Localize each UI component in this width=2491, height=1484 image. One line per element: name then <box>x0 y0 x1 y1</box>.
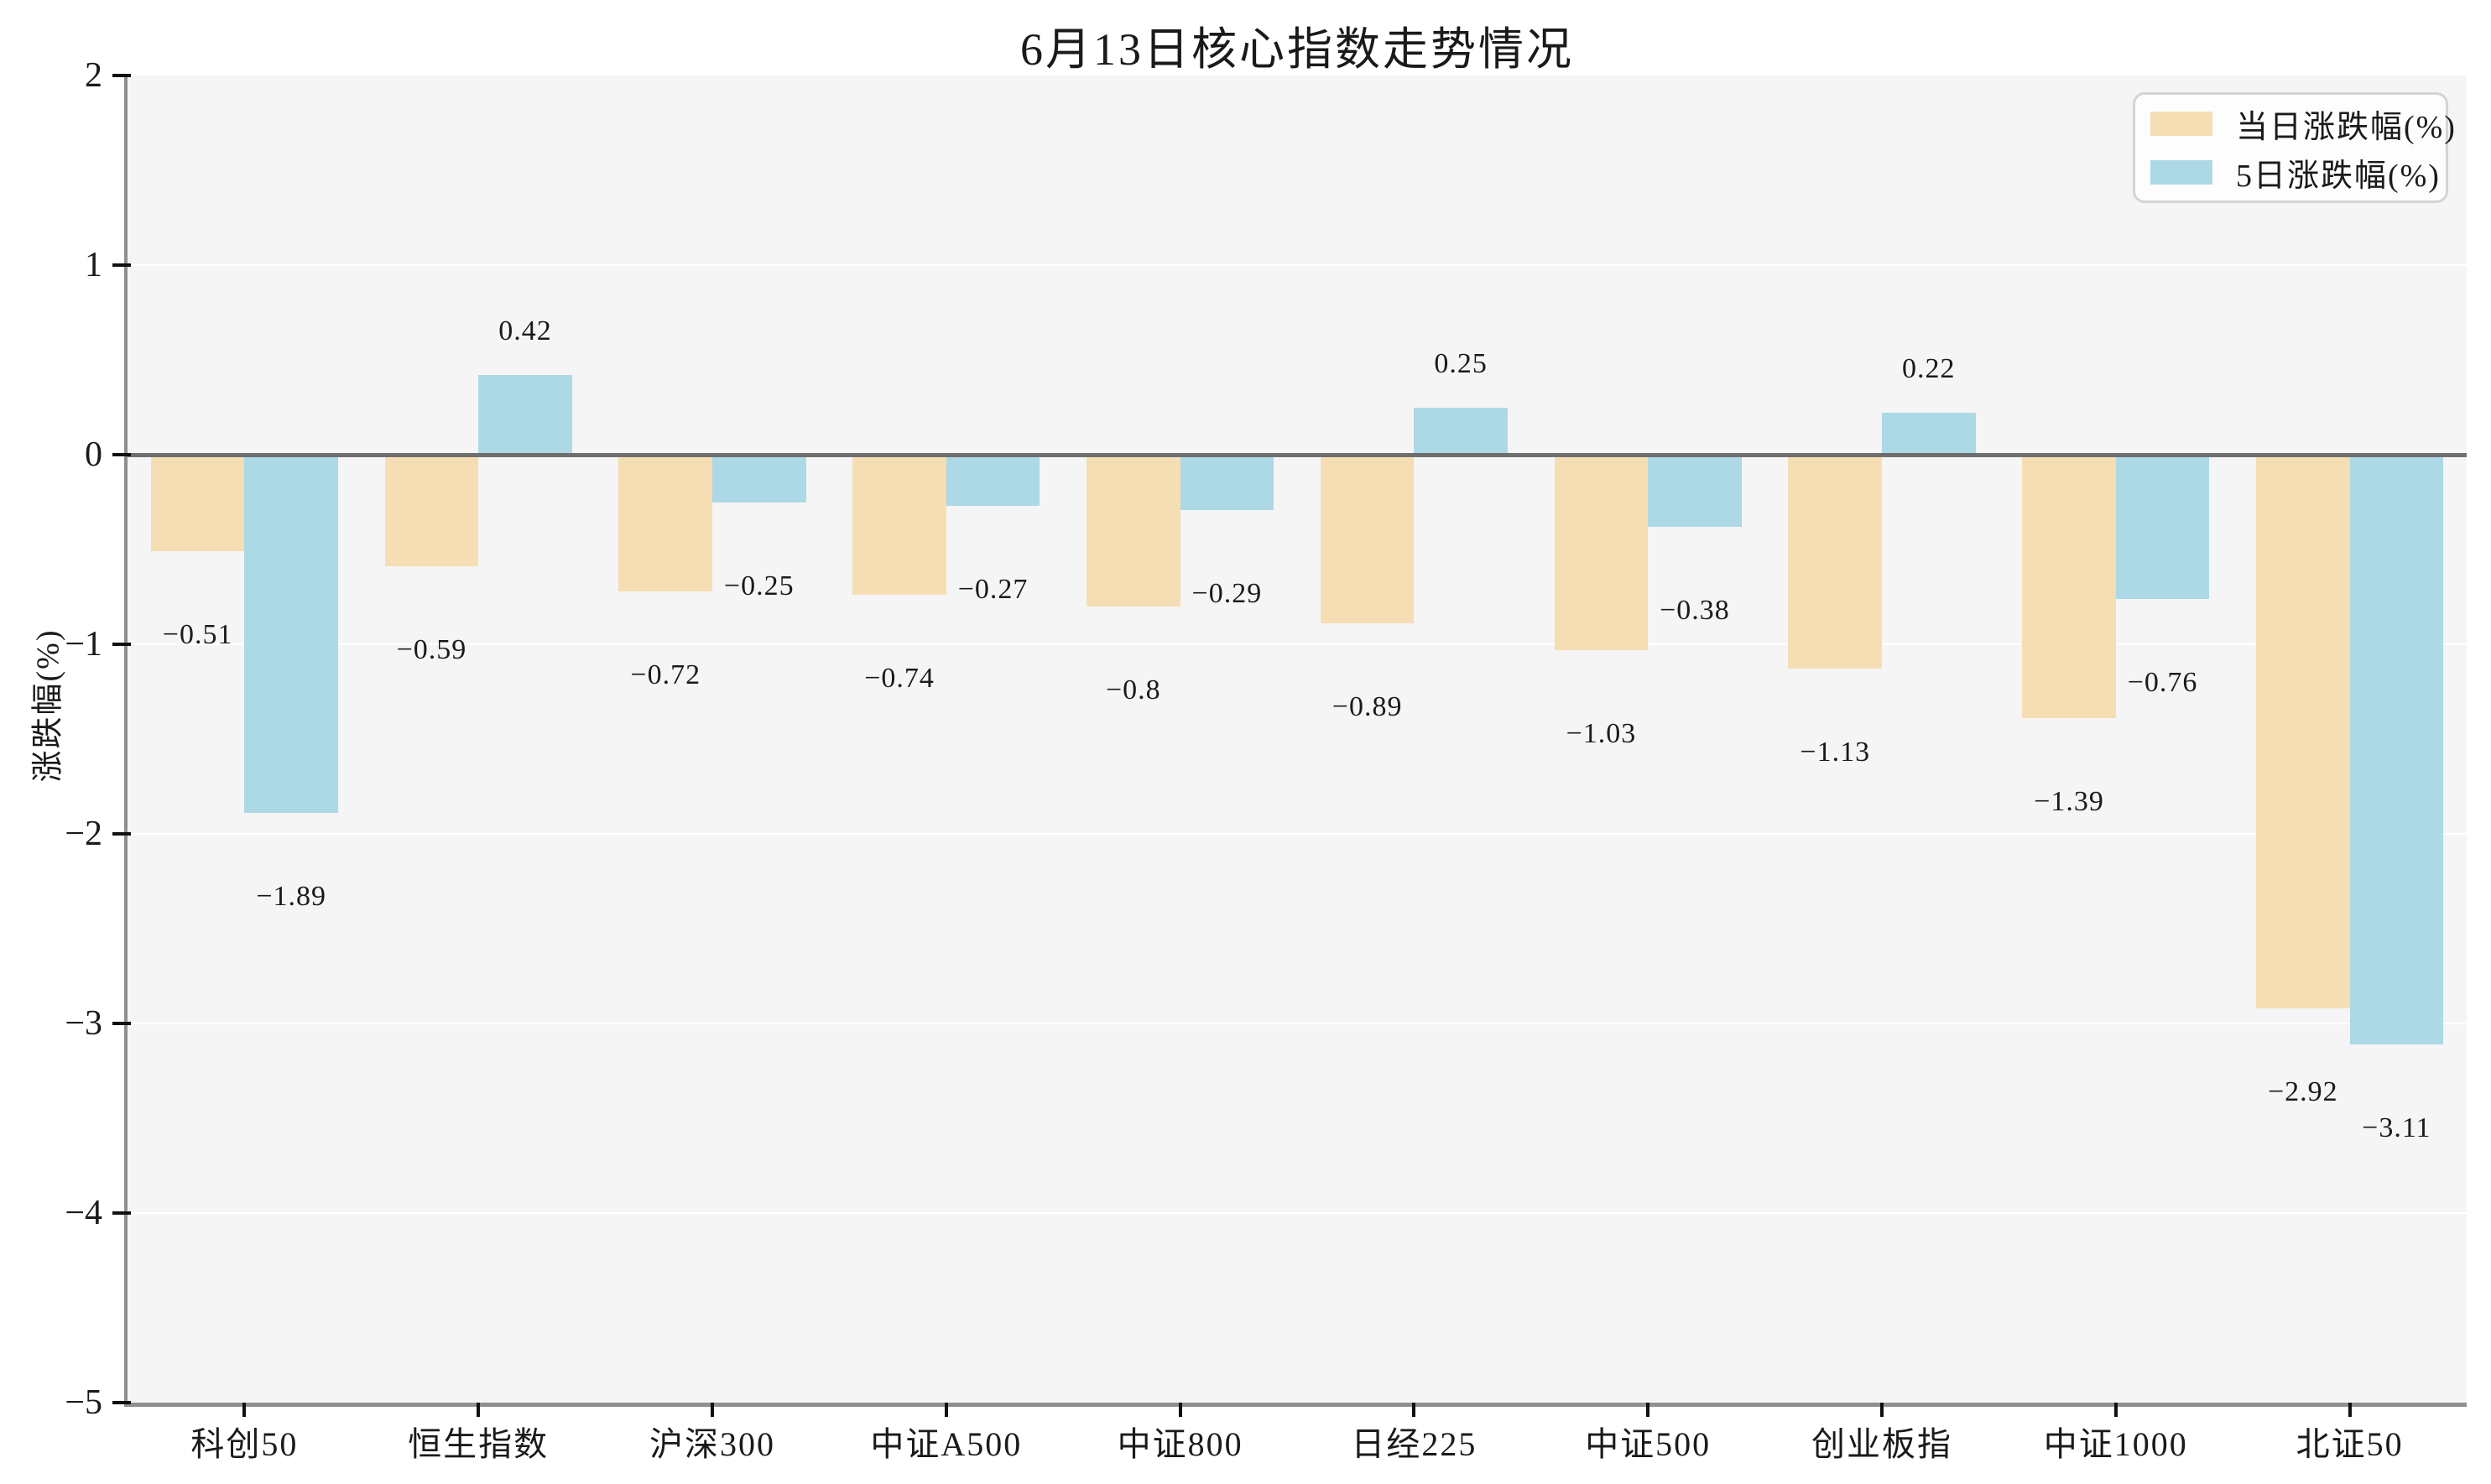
x-tick-label-3: 沪深300 <box>649 1425 775 1463</box>
bar-daily-9 <box>2022 455 2116 719</box>
bar-daily-3 <box>618 455 712 591</box>
x-tick-mark-2 <box>477 1403 481 1417</box>
legend: 当日涨跌幅(%) 5日涨跌幅(%) <box>2133 92 2455 203</box>
bar-daily-2 <box>384 455 479 567</box>
y-tick-mark-2 <box>112 74 131 77</box>
x-axis-spine <box>124 1403 2467 1407</box>
x-tick-label-9: 中证1000 <box>2043 1425 2188 1463</box>
bar-value-label-daily-7: −1.03 <box>1566 717 1637 749</box>
bar-daily-4 <box>852 455 946 596</box>
gridline-y-1 <box>128 264 2467 266</box>
y-tick-label--1: −1 <box>65 625 102 664</box>
y-tick-mark-1 <box>112 263 131 267</box>
x-tick-mark-10 <box>2348 1403 2352 1417</box>
x-tick-mark-9 <box>2113 1403 2118 1417</box>
legend-entry-five-day: 5日涨跌幅(%) <box>2150 154 2439 194</box>
x-tick-mark-6 <box>1412 1403 1416 1417</box>
x-tick-mark-8 <box>1880 1403 1884 1417</box>
bar-daily-6 <box>1320 455 1415 624</box>
bar-value-label-daily-3: −0.72 <box>630 659 701 690</box>
gridline-y--1 <box>128 643 2467 645</box>
y-tick-mark--1 <box>112 643 131 646</box>
legend-label-daily: 当日涨跌幅(%) <box>2236 109 2457 145</box>
bar-five-day-5 <box>1180 455 1274 510</box>
bar-value-label-daily-6: −0.89 <box>1331 691 1403 723</box>
x-tick-mark-3 <box>711 1403 714 1417</box>
x-tick-mark-1 <box>242 1403 247 1417</box>
bar-five-day-10 <box>2349 455 2444 1044</box>
bar-five-day-9 <box>2115 455 2210 599</box>
gridline-y--3 <box>128 1023 2467 1024</box>
bar-value-label-daily-5: −0.8 <box>1105 674 1161 706</box>
y-tick-mark--3 <box>112 1022 131 1025</box>
bar-five-day-1 <box>244 455 338 814</box>
x-tick-mark-4 <box>944 1403 948 1417</box>
y-tick-label--4: −4 <box>65 1194 102 1232</box>
x-tick-label-1: 科创50 <box>190 1425 299 1463</box>
y-tick-label--2: −2 <box>65 815 102 853</box>
x-tick-mark-5 <box>1178 1403 1182 1417</box>
bar-five-day-6 <box>1414 407 1508 455</box>
legend-swatch-five-day <box>2150 159 2212 185</box>
y-axis-title: 涨跌幅(%) <box>30 628 66 783</box>
y-tick-label-2: 2 <box>85 56 102 95</box>
bar-five-day-3 <box>712 455 806 502</box>
bar-five-day-4 <box>946 455 1040 507</box>
bar-value-label-five-day-8: 0.22 <box>1902 353 1956 385</box>
bar-five-day-2 <box>478 375 572 455</box>
bar-daily-10 <box>2256 455 2350 1008</box>
y-tick-label--5: −5 <box>65 1383 102 1422</box>
legend-entry-daily: 当日涨跌幅(%) <box>2150 105 2455 145</box>
gridline-y--2 <box>128 833 2467 835</box>
bar-daily-8 <box>1788 455 1882 669</box>
chart-title: 6月13日核心指数走势情况 <box>1020 24 1574 75</box>
bar-value-label-five-day-4: −0.27 <box>957 574 1029 606</box>
y-tick-label-0: 0 <box>85 435 102 474</box>
bar-value-label-five-day-10: −3.11 <box>2362 1112 2431 1143</box>
bar-daily-5 <box>1087 455 1180 607</box>
bar-value-label-daily-9: −1.39 <box>2034 786 2104 818</box>
y-tick-label--3: −3 <box>65 1004 102 1043</box>
y-axis-spine <box>124 76 128 1407</box>
bar-five-day-7 <box>1648 455 1742 527</box>
y-tick-label-1: 1 <box>85 246 102 284</box>
x-tick-label-10: 北证50 <box>2296 1425 2404 1463</box>
plot-area <box>128 76 2467 1403</box>
bar-five-day-8 <box>1882 413 1976 455</box>
y-tick-mark--2 <box>112 832 131 836</box>
bar-value-label-five-day-9: −0.76 <box>2127 666 2198 698</box>
bar-daily-1 <box>150 455 245 552</box>
bar-value-label-daily-8: −1.13 <box>1800 737 1871 768</box>
x-tick-label-8: 创业板指 <box>1811 1425 1952 1463</box>
x-tick-label-5: 中证800 <box>1117 1425 1243 1463</box>
bar-value-label-five-day-2: 0.42 <box>498 315 552 347</box>
bar-value-label-daily-10: −2.92 <box>2267 1075 2338 1107</box>
legend-label-five-day: 5日涨跌幅(%) <box>2236 158 2441 194</box>
y-tick-mark--5 <box>112 1401 131 1404</box>
bar-value-label-daily-1: −0.51 <box>162 619 233 651</box>
y-tick-mark-0 <box>112 453 131 456</box>
x-tick-label-7: 中证500 <box>1585 1425 1712 1463</box>
legend-swatch-daily <box>2150 111 2212 136</box>
x-tick-label-4: 中证A500 <box>870 1425 1023 1463</box>
y-tick-mark--4 <box>112 1211 131 1215</box>
bar-value-label-five-day-6: 0.25 <box>1434 347 1488 379</box>
bar-value-label-five-day-3: −0.25 <box>723 570 795 601</box>
x-tick-label-6: 日经225 <box>1351 1425 1477 1463</box>
bar-daily-7 <box>1554 455 1649 650</box>
gridline-y--4 <box>128 1212 2467 1214</box>
x-tick-label-2: 恒生指数 <box>408 1425 550 1463</box>
bar-value-label-five-day-5: −0.29 <box>1191 577 1263 609</box>
bar-value-label-daily-2: −0.59 <box>396 634 467 666</box>
bar-value-label-five-day-7: −0.38 <box>1660 594 1730 626</box>
bar-value-label-daily-4: −0.74 <box>864 663 935 695</box>
x-tick-mark-7 <box>1646 1403 1650 1417</box>
zero-baseline <box>128 453 2467 457</box>
bar-value-label-five-day-1: −1.89 <box>256 881 326 913</box>
